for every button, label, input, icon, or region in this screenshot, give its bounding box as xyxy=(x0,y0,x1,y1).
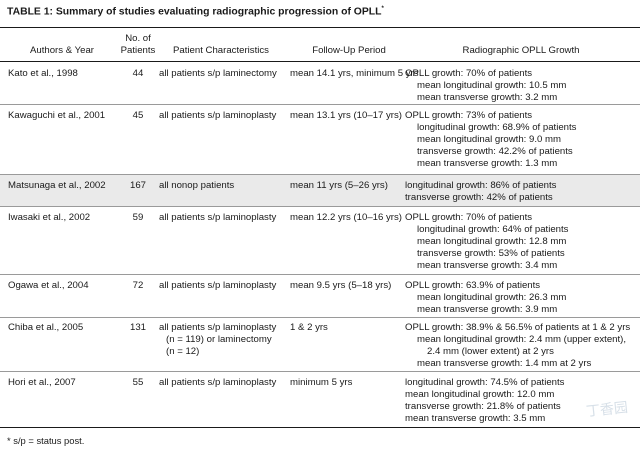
header-rule xyxy=(0,61,640,62)
header-patients-line2: Patients xyxy=(120,45,156,56)
row-growth-line: transverse growth: 42.2% of patients xyxy=(417,146,573,157)
header-authors: Authors & Year xyxy=(29,45,94,56)
row-patients: 72 xyxy=(132,280,144,291)
watermark-logo: 丁香园 xyxy=(585,398,629,420)
row-characteristics: all patients s/p laminoplasty xyxy=(159,212,277,223)
bottom-rule xyxy=(0,427,640,428)
header-characteristics: Patient Characteristics xyxy=(173,45,269,56)
row-authors: Matsunaga et al., 2002 xyxy=(8,180,106,191)
row-growth-line: mean transverse growth: 3.4 mm xyxy=(417,260,558,271)
row-patients: 55 xyxy=(132,377,144,388)
row-growth-line: mean longitudinal growth: 9.0 mm xyxy=(417,134,561,145)
row-growth-line: transverse growth: 21.8% of patients xyxy=(405,401,561,412)
row-growth-line: longitudinal growth: 86% of patients xyxy=(405,180,557,191)
row-followup: mean 14.1 yrs, minimum 5 yrs xyxy=(290,68,419,79)
row-authors: Kawaguchi et al., 2001 xyxy=(8,110,106,121)
row-characteristics: all patients s/p laminoplasty xyxy=(159,322,277,333)
row-growth-line: mean longitudinal growth: 12.8 mm xyxy=(417,236,567,247)
row-divider xyxy=(0,371,640,372)
row-growth-line: OPLL growth: 38.9% & 56.5% of patients a… xyxy=(405,322,631,333)
row-patients: 44 xyxy=(132,68,144,79)
row-patients: 167 xyxy=(129,180,146,191)
row-growth-line: longitudinal growth: 68.9% of patients xyxy=(417,122,577,133)
row-growth-line: OPLL growth: 63.9% of patients xyxy=(405,280,541,291)
top-rule xyxy=(0,27,640,28)
row-characteristics: all patients s/p laminectomy xyxy=(159,68,277,79)
row-growth-line: mean longitudinal growth: 26.3 mm xyxy=(417,292,567,303)
row-growth-line: longitudinal growth: 74.5% of patients xyxy=(405,377,565,388)
row-growth-line: OPLL growth: 70% of patients xyxy=(405,68,533,79)
row-characteristics: all nonop patients xyxy=(159,180,235,191)
row-growth-line: mean transverse growth: 3.9 mm xyxy=(417,304,558,315)
row-growth-line: mean longitudinal growth: 10.5 mm xyxy=(417,80,567,91)
row-characteristics: (n = 119) or laminectomy xyxy=(166,334,272,345)
row-followup: mean 13.1 yrs (10–17 yrs) xyxy=(290,110,402,121)
table-title: TABLE 1: Summary of studies evaluating r… xyxy=(7,6,384,18)
row-divider xyxy=(0,206,640,207)
row-growth-line: mean transverse growth: 3.2 mm xyxy=(417,92,558,103)
row-divider xyxy=(0,274,640,275)
row-growth-line: mean transverse growth: 1.4 mm at 2 yrs xyxy=(417,358,592,369)
row-authors: Ogawa et al., 2004 xyxy=(8,280,89,291)
row-growth-line: 2.4 mm (lower extent) at 2 yrs xyxy=(427,346,554,357)
row-patients: 45 xyxy=(132,110,144,121)
row-patients: 131 xyxy=(129,322,146,333)
row-band xyxy=(0,174,640,206)
row-followup: mean 12.2 yrs (10–16 yrs) xyxy=(290,212,402,223)
row-followup: mean 11 yrs (5–26 yrs) xyxy=(290,180,388,191)
row-growth-line: longitudinal growth: 64% of patients xyxy=(417,224,569,235)
row-divider xyxy=(0,174,640,175)
row-authors: Iwasaki et al., 2002 xyxy=(8,212,91,223)
row-characteristics: all patients s/p laminoplasty xyxy=(159,110,277,121)
row-patients: 59 xyxy=(132,212,144,223)
row-followup: minimum 5 yrs xyxy=(290,377,353,388)
row-divider xyxy=(0,317,640,318)
row-characteristics: (n = 12) xyxy=(166,346,200,357)
row-divider xyxy=(0,104,640,105)
header-patients-line1: No. of xyxy=(125,33,151,44)
row-authors: Chiba et al., 2005 xyxy=(8,322,84,333)
row-growth-line: mean longitudinal growth: 12.0 mm xyxy=(405,389,555,400)
row-authors: Kato et al., 1998 xyxy=(8,68,78,79)
row-growth-line: transverse growth: 53% of patients xyxy=(417,248,565,259)
row-growth-line: OPLL growth: 70% of patients xyxy=(405,212,533,223)
row-followup: mean 9.5 yrs (5–18 yrs) xyxy=(290,280,392,291)
row-growth-line: transverse growth: 42% of patients xyxy=(405,192,553,203)
row-growth-line: mean transverse growth: 3.5 mm xyxy=(405,413,546,424)
header-followup: Follow-Up Period xyxy=(312,45,386,56)
row-authors: Hori et al., 2007 xyxy=(8,377,76,388)
row-growth-line: OPLL growth: 73% of patients xyxy=(405,110,533,121)
table-footnote: * s/p = status post. xyxy=(7,435,85,446)
row-characteristics: all patients s/p laminoplasty xyxy=(159,280,277,291)
row-characteristics: all patients s/p laminoplasty xyxy=(159,377,277,388)
row-growth-line: mean longitudinal growth: 2.4 mm (upper … xyxy=(417,334,627,345)
row-growth-line: mean transverse growth: 1.3 mm xyxy=(417,158,558,169)
row-followup: 1 & 2 yrs xyxy=(290,322,328,333)
header-growth: Radiographic OPLL Growth xyxy=(462,45,580,56)
